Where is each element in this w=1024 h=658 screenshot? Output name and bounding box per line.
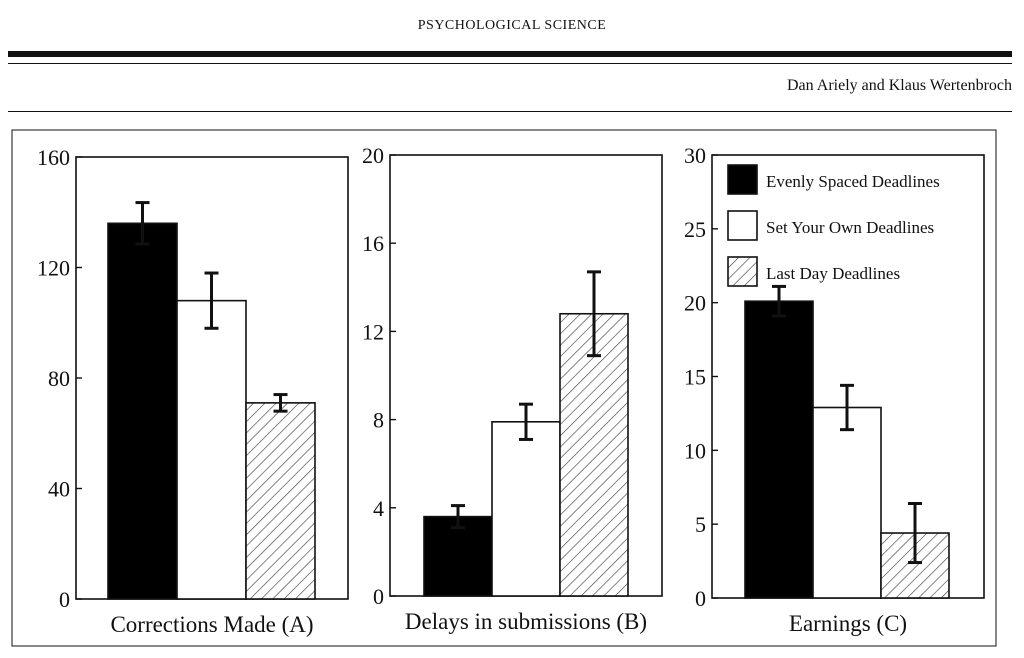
- y-tick-label: 160: [37, 145, 70, 170]
- chart-panel-1: 0 40 80 120 160 Corrections Made (A): [37, 145, 349, 637]
- x-axis-label: Corrections Made (A): [110, 612, 313, 637]
- y-tick-label: 0: [59, 587, 70, 612]
- y-tick-label: 8: [373, 408, 384, 433]
- y-tick-label: 120: [37, 256, 70, 281]
- figure-frame: [11, 129, 997, 647]
- chart-panel-3: 0 5 10 15 20 25 30 Earnings (C): [684, 143, 985, 636]
- y-tick-label: 16: [362, 231, 384, 256]
- y-tick-label: 12: [362, 319, 384, 344]
- y-tick-label: 80: [48, 366, 70, 391]
- legend-swatch: [727, 164, 758, 195]
- bar-2: [176, 299, 247, 600]
- legend-label: Set Your Own Deadlines: [766, 218, 934, 237]
- y-tick-label: 4: [373, 496, 384, 521]
- y-tick-label: 0: [373, 584, 384, 609]
- bar-1: [744, 300, 814, 599]
- legend-label: Evenly Spaced Deadlines: [766, 172, 940, 191]
- y-tick-label: 20: [362, 143, 384, 168]
- bar-2: [812, 406, 882, 599]
- authors: Dan Ariely and Klaus Wertenbroch: [786, 77, 1012, 94]
- legend: Evenly Spaced Deadlines Set Your Own Dead…: [727, 164, 940, 287]
- legend-label: Last Day Deadlines: [766, 264, 900, 283]
- y-tick-label: 25: [684, 217, 706, 242]
- bar-3: [559, 312, 629, 597]
- header-rule-thin: [8, 63, 1012, 64]
- y-tick-label: 15: [684, 365, 706, 390]
- journal-title: PSYCHOLOGICAL SCIENCE: [417, 18, 607, 33]
- legend-swatch: [727, 210, 758, 241]
- y-tick-label: 20: [684, 291, 706, 316]
- x-axis-label: Earnings (C): [789, 611, 907, 636]
- y-tick-label: 5: [695, 512, 706, 537]
- legend-swatch: [727, 256, 758, 287]
- x-axis-label: Delays in submissions (B): [405, 609, 647, 634]
- y-tick-label: 30: [684, 143, 706, 168]
- bar-1: [107, 222, 178, 600]
- bar-1: [423, 515, 493, 597]
- y-tick-label: 0: [695, 586, 706, 611]
- header-rule-bottom: [8, 111, 1012, 112]
- y-tick-label: 40: [48, 477, 70, 502]
- header-rule-thick: [8, 51, 1012, 57]
- chart-panel-2: 0 4 8 12 16 20 Delays in submissions (B): [362, 143, 663, 634]
- bar-2: [491, 421, 561, 597]
- bar-3: [245, 402, 316, 600]
- y-tick-label: 10: [684, 438, 706, 463]
